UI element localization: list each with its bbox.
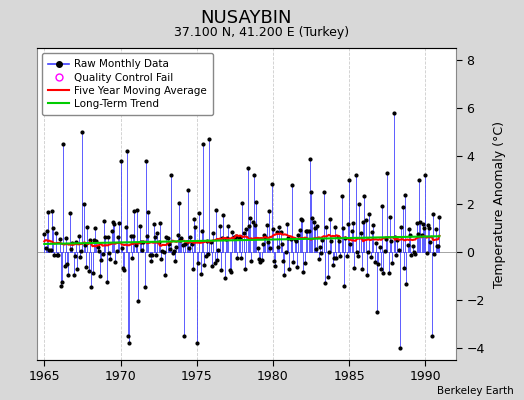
- Y-axis label: Temperature Anomaly (°C): Temperature Anomaly (°C): [493, 120, 506, 288]
- Legend: Raw Monthly Data, Quality Control Fail, Five Year Moving Average, Long-Term Tren: Raw Monthly Data, Quality Control Fail, …: [42, 53, 213, 115]
- Title: NUSAYBIN: NUSAYBIN: [201, 9, 292, 27]
- Text: Berkeley Earth: Berkeley Earth: [437, 386, 514, 396]
- Text: 37.100 N, 41.200 E (Turkey): 37.100 N, 41.200 E (Turkey): [174, 26, 350, 39]
